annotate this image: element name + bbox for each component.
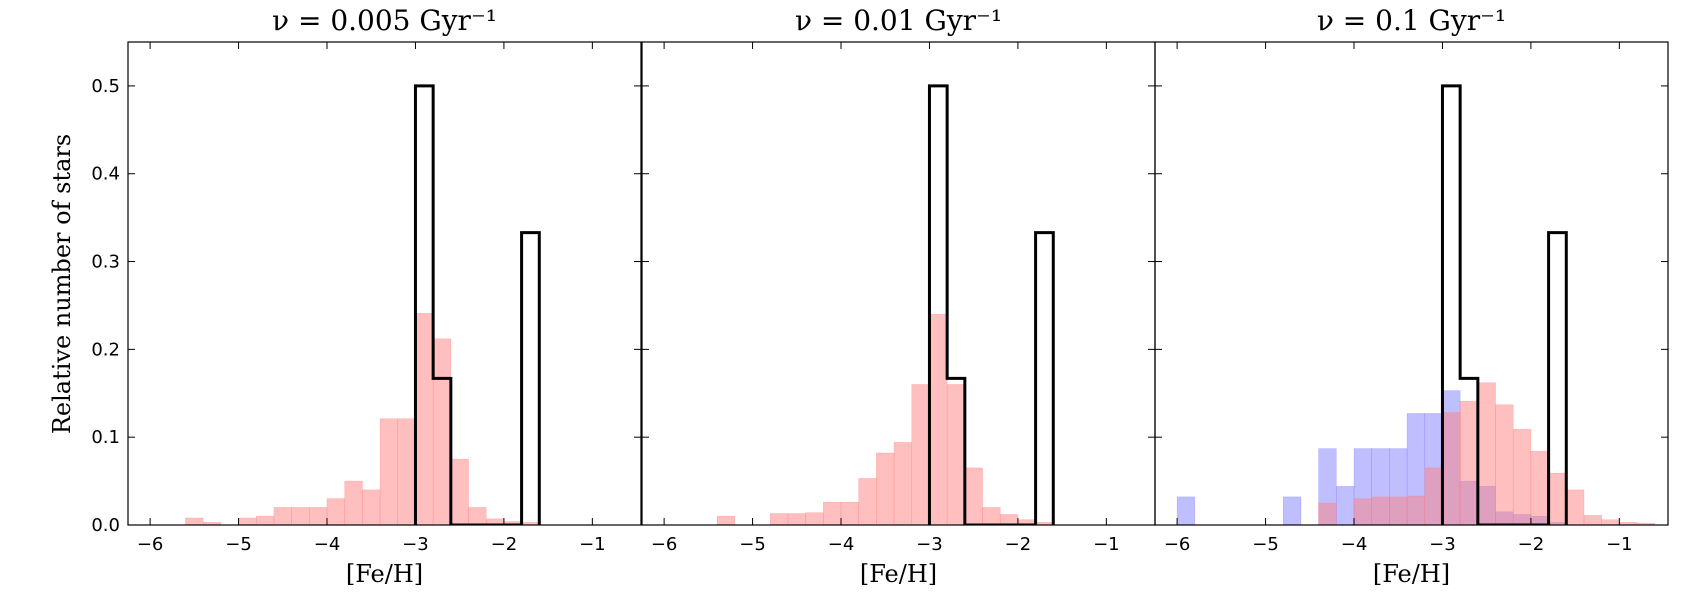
x-tick-label-p1-0: −6 (137, 534, 164, 555)
x-tick-label-p2-1: −5 (739, 534, 766, 555)
x-tick-label-p3-3: −3 (1429, 534, 1456, 555)
hist-bar-p2-s1-6 (823, 501, 842, 525)
hist-bar-p3-s2-5 (1406, 495, 1426, 525)
hist-bar-p1-s1-16 (468, 507, 487, 525)
x-tick-label-p1-5: −1 (579, 534, 606, 555)
hist-bar-p3-s2-9 (1477, 382, 1496, 525)
x-tick-label-p3-5: −1 (1606, 534, 1633, 555)
x-tick-label-p1-3: −3 (402, 534, 429, 555)
hist-bar-p1-s1-12 (397, 418, 416, 525)
x-tick-label-p2-4: −2 (1005, 534, 1032, 555)
x-tick-label-p1-2: −4 (314, 534, 341, 555)
x-tick-label-p3-4: −2 (1518, 534, 1545, 555)
x-tick-label-p3-0: −6 (1164, 534, 1191, 555)
observed-step-outline-p1 (413, 84, 541, 525)
y-tick-label-5: 0.5 (91, 76, 120, 97)
hist-bar-p2-s1-14 (964, 467, 983, 525)
panel-title-2: ν = 0.01 Gyr⁻¹ (795, 4, 1002, 37)
y-tick-label-3: 0.3 (91, 252, 120, 273)
hist-bar-p2-s1-8 (858, 478, 877, 525)
hist-bar-p3-s1-9 (1336, 486, 1355, 525)
hist-bar-p3-s2-13 (1548, 472, 1567, 525)
panel-3-data (1176, 84, 1655, 525)
x-tick-label-p2-0: −6 (651, 534, 678, 555)
hist-bar-p2-s1-10 (893, 442, 913, 525)
x-tick-label-p2-5: −1 (1093, 534, 1120, 555)
y-tick-label-1: 0.1 (91, 427, 120, 448)
hist-bar-p1-s1-3 (238, 517, 257, 525)
y-tick-label-2: 0.2 (91, 339, 120, 360)
x-tick-label-p3-1: −5 (1252, 534, 1279, 555)
hist-bar-p2-s1-5 (805, 512, 824, 525)
x-axis-label-p2: [Fe/H] (860, 560, 937, 588)
y-axis-label: Relative number of stars (48, 134, 76, 434)
hist-bar-p3-s2-18 (1636, 522, 1655, 525)
hist-bar-p3-s2-12 (1530, 450, 1549, 525)
hist-bar-p1-s1-10 (362, 489, 381, 525)
y-tick-label-4: 0.4 (91, 164, 120, 185)
hist-bar-p2-s1-13 (946, 384, 966, 525)
hist-bar-p2-s1-7 (840, 501, 859, 525)
x-tick-label-p2-2: −4 (828, 534, 855, 555)
x-tick-label-p1-1: −5 (225, 534, 252, 555)
hist-bar-p3-s2-2 (1353, 498, 1372, 525)
hist-bar-p3-s2-16 (1601, 519, 1620, 525)
hist-bar-p2-s1-3 (770, 513, 789, 525)
hist-bar-p1-s1-0 (185, 517, 204, 525)
hist-bar-p1-s1-1 (202, 522, 222, 525)
panel-3: −6 −5 −4 −3 −2 −1 ν = 0.1 Gyr⁻¹ [Fe/H] (1154, 4, 1669, 588)
hist-bar-p1-s1-5 (273, 507, 292, 525)
hist-bar-p2-s1-16 (999, 514, 1019, 525)
hist-bar-p1-s1-15 (450, 458, 469, 525)
hist-bar-p1-s1-6 (291, 507, 310, 525)
hist-bar-p3-s2-11 (1512, 429, 1532, 525)
x-tick-label-p2-3: −3 (916, 534, 943, 555)
y-tick-label-0: 0.0 (91, 515, 120, 536)
hist-bar-p3-s1-0 (1176, 496, 1196, 525)
observed-step-outline-p3 (1440, 84, 1568, 525)
panels-group: −6 −5 −4 −3 −2 −1 0.0 0.1 0.2 0.3 0.4 0.5 ν = 0.005 … (91, 4, 1669, 588)
hist-bar-p1-s1-11 (379, 418, 399, 525)
panel-1: −6 −5 −4 −3 −2 −1 0.0 0.1 0.2 0.3 0.4 0.5 ν = 0.005 … (91, 4, 642, 588)
hist-bar-p3-s2-15 (1583, 515, 1602, 525)
hist-bar-p1-s1-4 (256, 515, 275, 525)
hist-bar-p3-s2-4 (1389, 496, 1408, 525)
x-axis-label-p1: [Fe/H] (346, 560, 423, 588)
hist-bar-p3-s2-0 (1318, 502, 1337, 525)
panel-2: −6 −5 −4 −3 −2 −1 ν = 0.01 Gyr⁻¹ [Fe/H] (641, 4, 1156, 588)
panel-3-frame (1154, 41, 1669, 526)
hist-bar-p2-s1-15 (982, 507, 1001, 525)
hist-bar-p2-s1-9 (876, 452, 895, 525)
panel-2-data (716, 84, 1055, 525)
observed-step-outline-p2 (927, 84, 1055, 525)
hist-bar-p1-s1-8 (326, 498, 345, 525)
hist-bar-p3-s2-6 (1424, 467, 1443, 525)
hist-bar-p2-s1-12 (929, 313, 948, 525)
hist-bar-p3-s2-14 (1566, 489, 1585, 525)
hist-bar-p3-s2-8 (1459, 400, 1479, 525)
hist-bar-p2-s1-11 (911, 384, 930, 525)
panel-1-frame (127, 41, 642, 526)
hist-bar-p1-s1-7 (309, 507, 328, 525)
panel-title-1: ν = 0.005 Gyr⁻¹ (272, 4, 497, 37)
hist-bar-p1-s1-13 (415, 313, 434, 525)
panel-1-data (185, 84, 541, 525)
hist-bar-p2-s1-0 (716, 515, 736, 525)
hist-bar-p3-s1-6 (1283, 496, 1302, 525)
hist-bar-p3-s2-3 (1371, 496, 1390, 525)
hist-bar-p3-s2-7 (1442, 412, 1461, 525)
hist-bar-p1-s1-9 (344, 480, 363, 525)
hist-bar-p3-s2-10 (1495, 404, 1514, 525)
x-tick-label-p1-4: −2 (491, 534, 518, 555)
panel-title-3: ν = 0.1 Gyr⁻¹ (1317, 4, 1506, 37)
hist-bar-p1-s1-14 (432, 338, 452, 525)
x-axis-label-p3: [Fe/H] (1373, 560, 1450, 588)
hist-bar-p2-s1-4 (787, 513, 806, 525)
x-tick-label-p3-2: −4 (1341, 534, 1368, 555)
